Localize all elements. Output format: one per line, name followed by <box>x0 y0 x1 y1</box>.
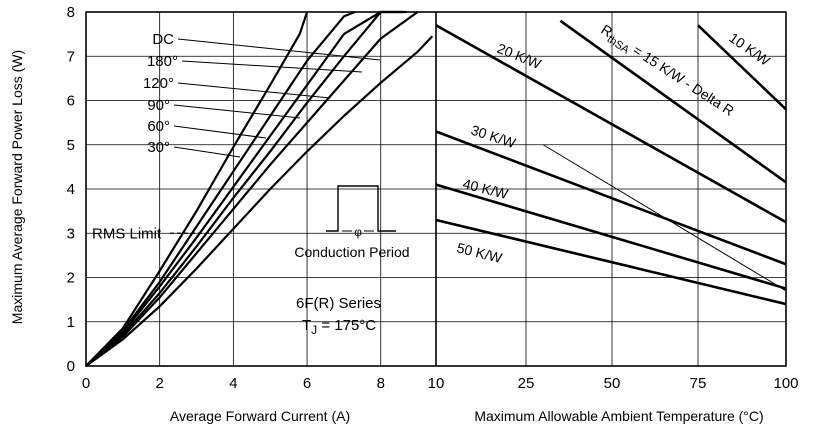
leader-line <box>173 146 241 158</box>
curve-90 <box>85 10 403 367</box>
curve-label: 180° <box>147 53 178 70</box>
series-annotation: 6F(R) Series <box>296 295 381 312</box>
y-tick-label: 4 <box>67 181 75 198</box>
y-tick-label: 8 <box>67 4 75 21</box>
y-tick-label: 1 <box>67 314 75 331</box>
y-tick-label: 5 <box>67 137 75 154</box>
leader-line <box>177 82 331 99</box>
rth-line <box>697 24 787 111</box>
rth-label: 10 K/W <box>726 29 773 69</box>
rth-line <box>435 24 787 224</box>
tj-annotation: TJ = 175°C <box>302 317 376 337</box>
pulse-shape <box>326 185 396 232</box>
y-tick-label: 7 <box>67 48 75 65</box>
x-tick-label: 6 <box>303 375 311 392</box>
curve-180 <box>85 11 419 367</box>
rms-limit-label: RMS Limit <box>92 225 162 242</box>
curve-label: 90° <box>147 97 170 114</box>
x-tick-label: 25 <box>518 375 535 392</box>
x-tick-label: 2 <box>156 375 164 392</box>
rth-line <box>435 183 787 290</box>
conduction-period-inset: φ Conduction Period <box>294 185 410 260</box>
rth-label: 20 K/W <box>495 40 544 72</box>
rth-line <box>559 19 787 184</box>
phi-symbol: φ <box>354 225 362 239</box>
thin-line <box>542 144 787 292</box>
x-tick-label: 0 <box>82 375 90 392</box>
curve-label: 120° <box>143 75 174 92</box>
series-lines <box>85 10 787 367</box>
leader-line <box>181 60 363 73</box>
x-tick-label: 8 <box>377 375 385 392</box>
x-tick-label: 75 <box>690 375 707 392</box>
rth-line <box>435 130 787 266</box>
rth-label: 50 K/W <box>455 239 504 266</box>
curve-30 <box>85 11 309 367</box>
conduction-period-label: Conduction Period <box>294 244 409 260</box>
curve-label: 30° <box>147 139 170 156</box>
x-tick-label: 4 <box>229 375 237 392</box>
tick-labels: 0 1 2 3 4 5 6 7 8 0 2 4 6 8 10 25 50 75 100 <box>67 4 799 392</box>
x-axis-label-left: Average Forward Current (A) <box>170 408 350 424</box>
x-tick-label: 100 <box>773 375 798 392</box>
leader-line <box>173 125 267 139</box>
y-axis-label: Maximum Average Forward Power Loss (W) <box>9 50 25 324</box>
leader-line <box>177 38 381 61</box>
curve-label: DC <box>152 31 174 48</box>
x-axis-label-right: Maximum Allowable Ambient Temperature (°… <box>474 408 763 424</box>
curve-120 <box>85 10 407 367</box>
x-tick-label: 50 <box>604 375 621 392</box>
rth-line <box>435 218 787 306</box>
curve-label: 60° <box>147 118 170 135</box>
curve-60 <box>85 10 356 367</box>
leader-line <box>173 104 301 119</box>
y-tick-label: 6 <box>67 93 75 110</box>
y-tick-label: 0 <box>67 358 75 375</box>
curve-dc <box>85 35 434 367</box>
rth-15-label: RthSA = 15 K/W - Delta R <box>596 21 737 122</box>
y-tick-label: 3 <box>67 225 75 242</box>
y-tick-label: 2 <box>67 270 75 287</box>
plot-frame <box>85 11 787 367</box>
series-labels: DC 180° 120° 90° 60° 30° RMS Limit φ Conduction … <box>92 21 774 337</box>
x-tick-label: 10 <box>428 375 445 392</box>
